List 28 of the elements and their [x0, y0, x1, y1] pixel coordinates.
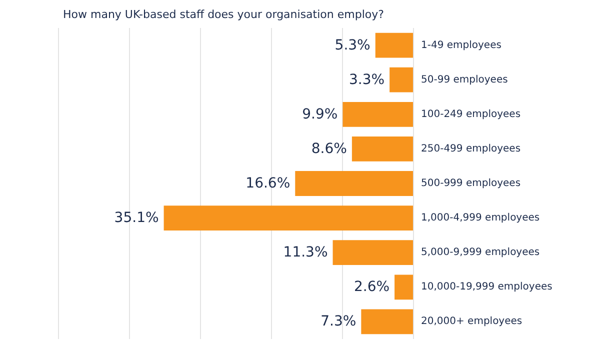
bar	[352, 136, 413, 162]
y-tick-label: 5,000-9,999 employees	[421, 247, 540, 258]
bar	[332, 240, 413, 266]
data-label: 3.3%	[348, 72, 385, 88]
y-tick-label: 250-499 employees	[421, 143, 521, 154]
bar	[375, 32, 413, 58]
data-label: 35.1%	[114, 210, 159, 226]
data-label: 9.9%	[302, 106, 338, 122]
y-tick-label: 500-999 employees	[421, 178, 521, 189]
bar	[390, 67, 413, 92]
bar	[361, 309, 413, 334]
bar	[164, 206, 413, 230]
data-label: 8.6%	[311, 140, 347, 157]
y-tick-label: 1-49 employees	[421, 40, 502, 51]
y-tick-label: 1,000-4,999 employees	[421, 212, 540, 224]
y-tick-label: 20,000+ employees	[421, 316, 522, 328]
data-label: 7.3%	[320, 314, 356, 330]
data-label: 11.3%	[283, 244, 328, 261]
bar	[342, 102, 413, 127]
y-tick-label: 100-249 employees	[421, 108, 521, 120]
data-label: 16.6%	[246, 176, 290, 192]
bar	[394, 274, 413, 300]
y-tick-label: 50-99 employees	[421, 74, 508, 86]
data-label: 5.3%	[334, 37, 370, 54]
y-tick-label: 10,000-19,999 employees	[421, 282, 552, 293]
bar	[295, 171, 413, 196]
data-label: 2.6%	[354, 279, 390, 296]
chart-title: How many UK-based staff does your organisation employ?	[63, 8, 384, 21]
